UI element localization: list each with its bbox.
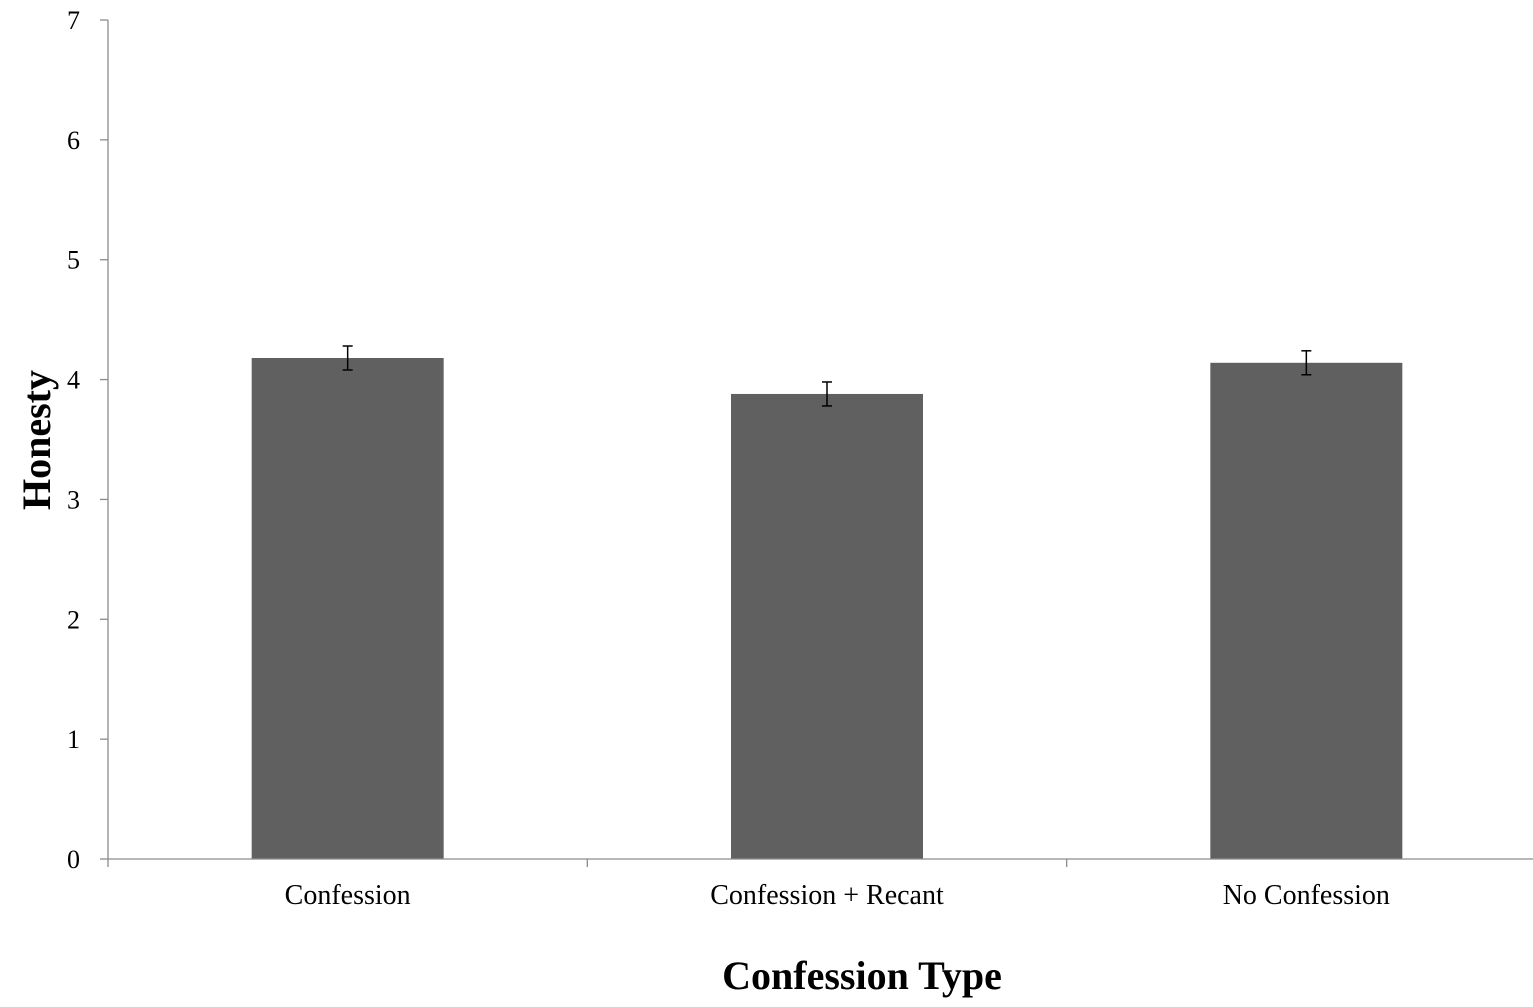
bar-confession xyxy=(251,357,444,859)
y-axis-title: Honesty xyxy=(14,370,59,510)
x-category-label-confession: Confession xyxy=(285,880,411,911)
y-ticks-layer: 0 1 2 3 4 5 6 7 xyxy=(67,6,108,874)
y-tick-label-6: 6 xyxy=(67,126,80,155)
y-tick-label-2: 2 xyxy=(67,605,80,634)
x-category-label-no-confession: No Confession xyxy=(1223,880,1390,911)
error-bars-layer xyxy=(342,345,1312,407)
bar-no-confession xyxy=(1210,362,1403,859)
error-bar-no-confession xyxy=(1301,350,1312,376)
error-bar-confession-recant xyxy=(822,381,832,407)
x-ticks-layer: Confession Confession + Recant No Confessi… xyxy=(107,859,1390,911)
bar-confession-recant xyxy=(731,393,923,859)
error-bar-confession xyxy=(342,345,353,371)
y-tick-label-7: 7 xyxy=(67,6,80,35)
y-tick-label-1: 1 xyxy=(67,725,80,754)
axes-layer xyxy=(107,20,1533,860)
bars-layer xyxy=(251,357,1403,859)
x-axis-title: Confession Type xyxy=(722,953,1002,998)
x-category-label-confession-recant: Confession + Recant xyxy=(710,880,944,911)
y-tick-label-3: 3 xyxy=(67,485,80,514)
y-tick-label-4: 4 xyxy=(67,366,80,395)
y-tick-label-5: 5 xyxy=(67,246,80,275)
y-tick-label-0: 0 xyxy=(67,845,80,874)
